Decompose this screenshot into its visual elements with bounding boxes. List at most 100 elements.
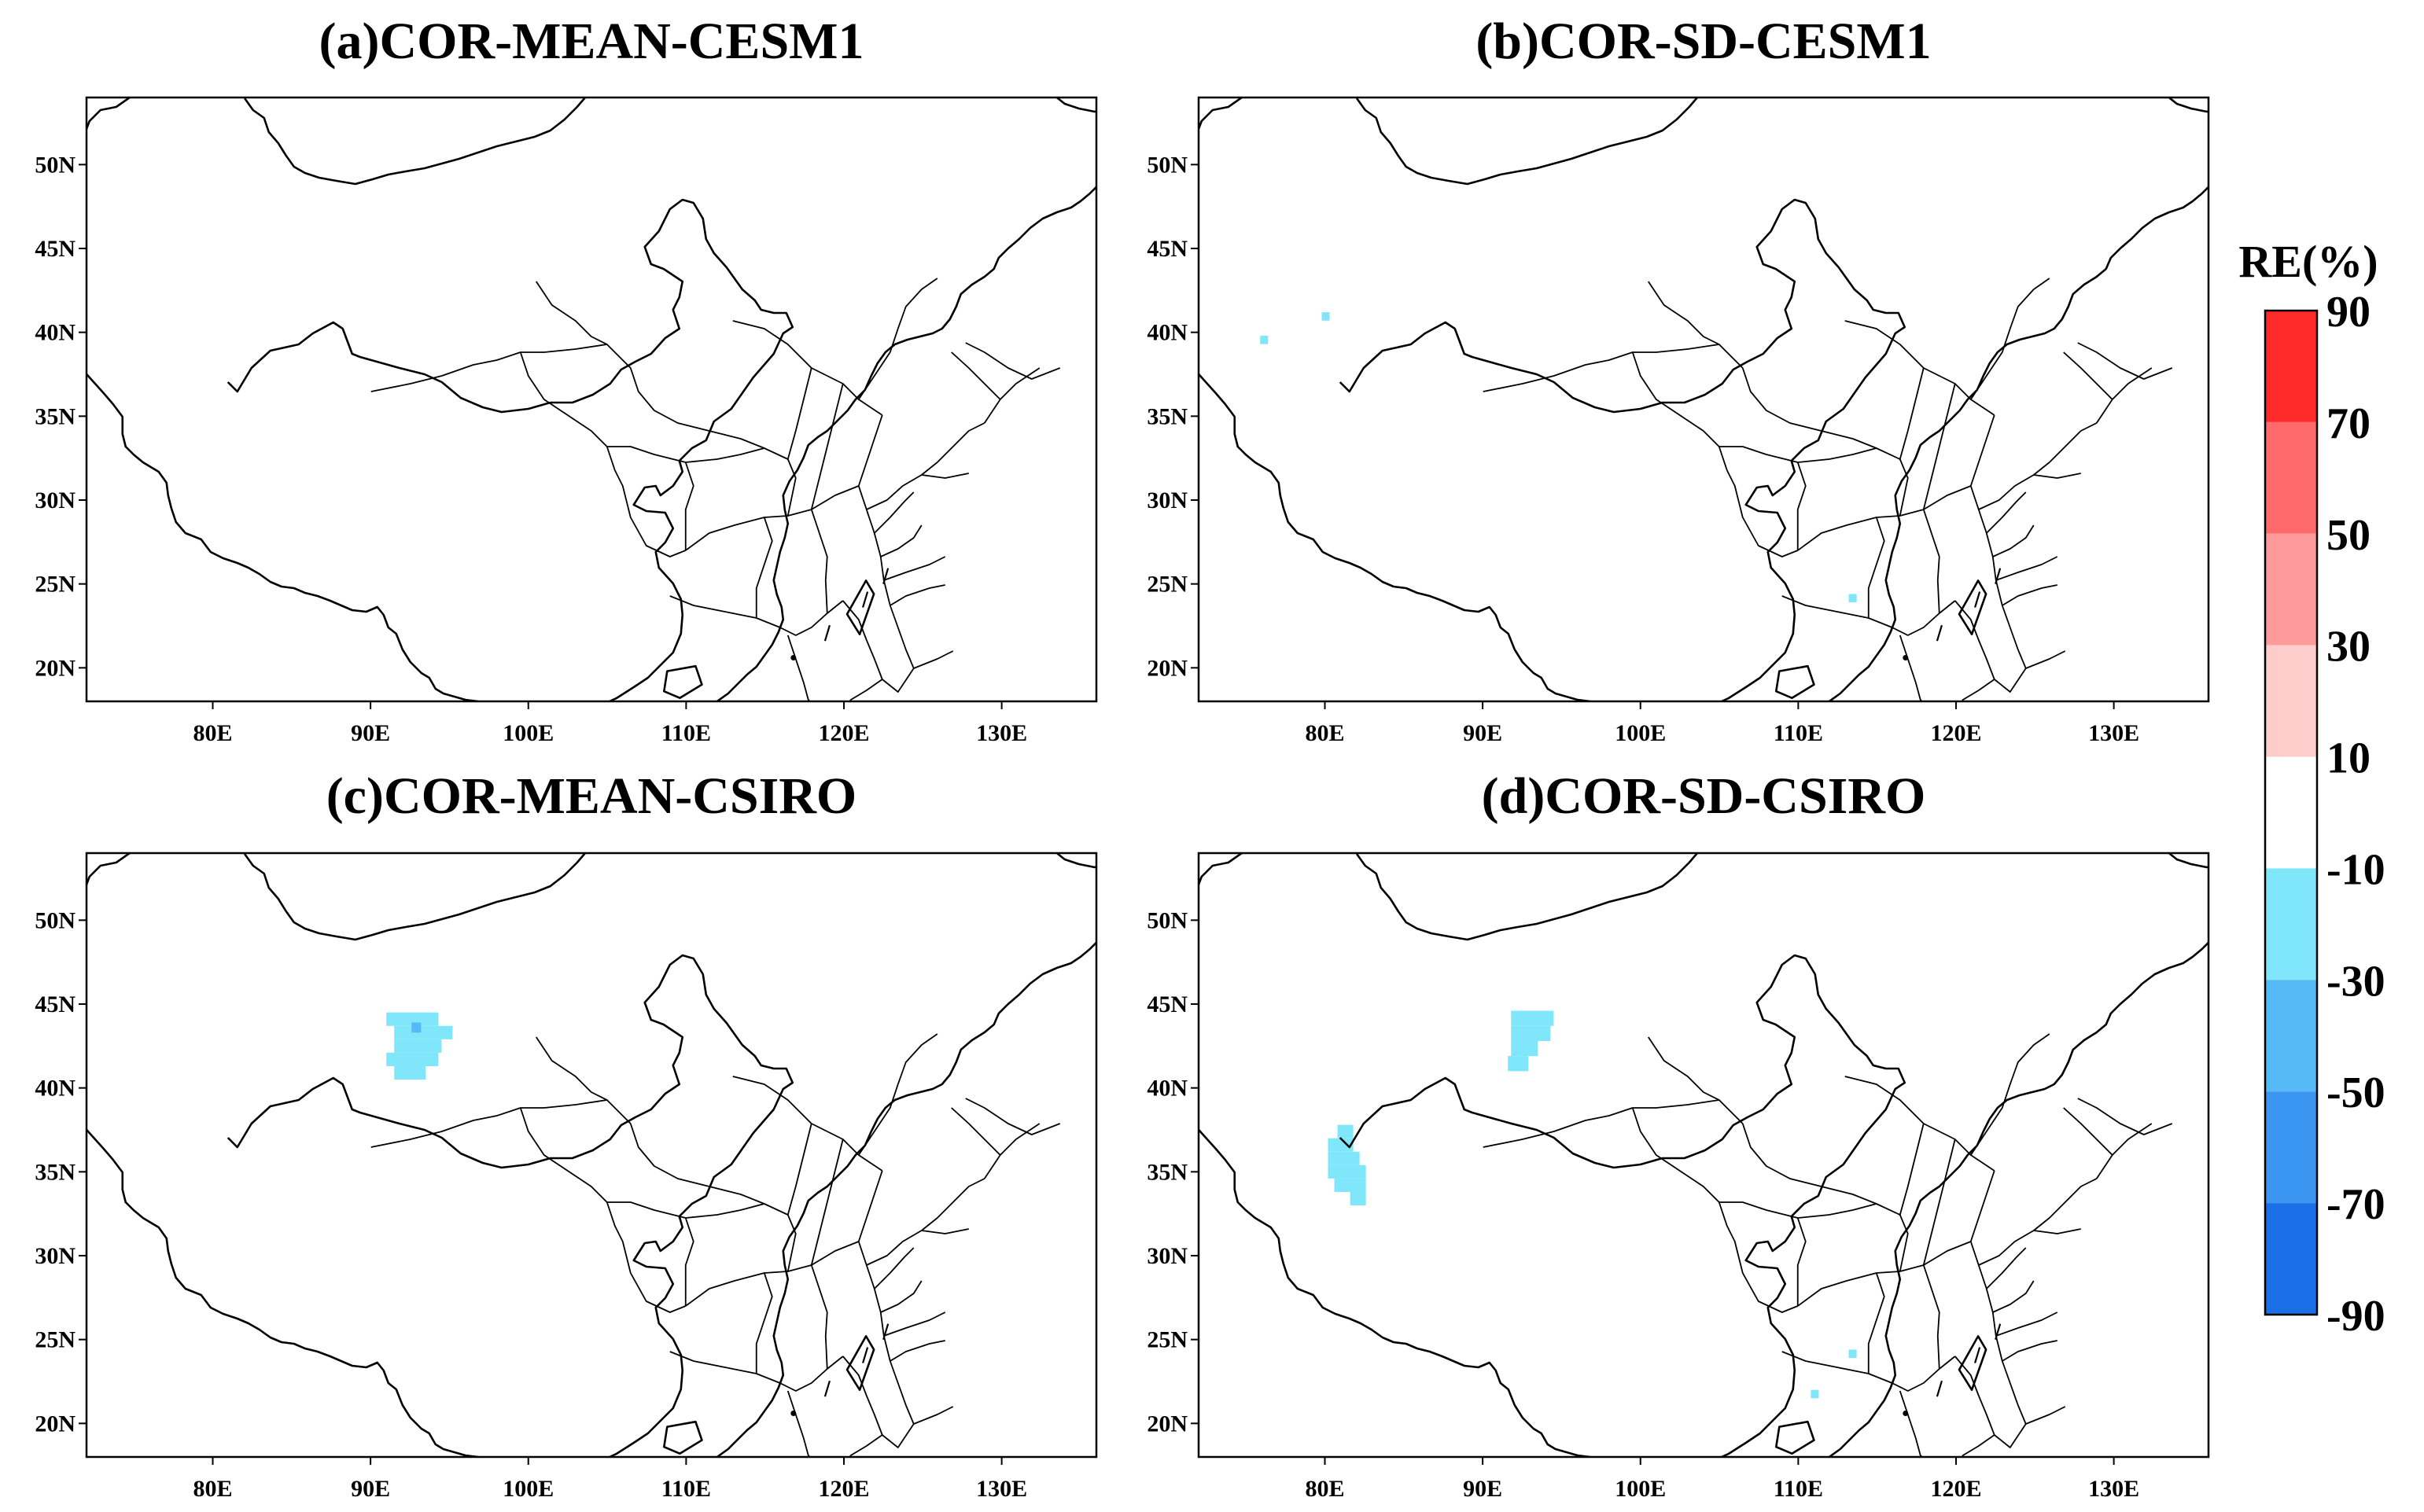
y-tick-label: 20N	[35, 655, 76, 681]
island-mark	[1995, 568, 2002, 584]
x-tick-label: 90E	[351, 720, 390, 746]
shaded-grid-cell	[394, 1065, 426, 1080]
taiwan-outline	[845, 579, 875, 635]
map-panel-a: (a)COR-MEAN-CESM1 80E 90E 100E 110E 120E 130E 5…	[35, 13, 1098, 746]
shaded-grid-cell	[1328, 1138, 1354, 1152]
y-tick-label: 45N	[35, 991, 76, 1017]
shaded-grid-cell	[386, 1012, 439, 1026]
colorbar-swatch	[2265, 1203, 2317, 1315]
x-tick-label: 100E	[503, 720, 554, 746]
map-panels: (a)COR-MEAN-CESM1 80E 90E 100E 110E 120E 130E 5…	[35, 13, 2210, 1502]
y-tick-label: 40N	[35, 320, 76, 346]
island-mark	[882, 568, 890, 584]
x-tick-label: 110E	[1774, 720, 1823, 746]
x-tick-label: 110E	[661, 720, 711, 746]
shaded-grid-cell	[394, 1025, 453, 1039]
island-mark	[882, 1323, 890, 1340]
colorbar-swatch	[2265, 421, 2317, 534]
y-tick-label: 20N	[1147, 1411, 1188, 1437]
colorbar-level-label: -70	[2326, 1180, 2385, 1229]
x-tick-label: 120E	[818, 720, 869, 746]
colorbar-legend: RE(%)90 70 50 30 10 -10 -30 -50 -70 -90	[2238, 236, 2385, 1341]
y-tick-label: 40N	[1147, 320, 1188, 346]
shaded-grid-cell	[1334, 1178, 1366, 1192]
y-tick-label: 25N	[35, 1327, 76, 1353]
x-tick-label: 120E	[1930, 720, 1981, 746]
colorbar-swatch	[2265, 980, 2317, 1092]
y-tick-label: 40N	[1147, 1076, 1188, 1102]
shaded-grid-cell	[1811, 1389, 1819, 1399]
island-dot	[790, 1411, 797, 1417]
island-mark	[1974, 1347, 1981, 1363]
taiwan-outline	[1958, 1335, 1987, 1391]
map-panel-d: (d)COR-SD-CSIRO 80E 90E 100E 110E 120E 130E 50N…	[1147, 767, 2210, 1502]
taiwan-outline	[845, 1335, 875, 1391]
shaded-grid-cell	[411, 1022, 422, 1033]
x-tick-label: 100E	[1615, 1476, 1666, 1502]
y-tick-label: 20N	[1147, 655, 1188, 681]
y-tick-label: 35N	[35, 1159, 76, 1185]
island-dot	[790, 655, 797, 661]
colorbar-level-label: 10	[2326, 734, 2371, 783]
x-tick-label: 110E	[1774, 1476, 1823, 1502]
shaded-grid-cell	[1328, 1151, 1360, 1165]
y-tick-label: 25N	[35, 572, 76, 598]
y-tick-label: 30N	[35, 1243, 76, 1269]
y-tick-label: 40N	[35, 1076, 76, 1102]
y-tick-label: 25N	[1147, 572, 1188, 598]
y-tick-label: 30N	[1147, 487, 1188, 513]
shaded-grid-cell	[1511, 1010, 1554, 1026]
shaded-grid-cell	[1511, 1025, 1551, 1041]
x-tick-label: 120E	[1930, 1476, 1981, 1502]
hainan-outline	[662, 664, 703, 700]
x-tick-label: 90E	[1463, 720, 1502, 746]
shaded-grid-cell	[1848, 594, 1857, 603]
hainan-outline	[1774, 1420, 1815, 1455]
shaded-grid-cell	[1350, 1191, 1366, 1205]
colorbar-border	[2264, 309, 2319, 1316]
island-dot	[1903, 655, 1909, 661]
y-tick-label: 45N	[1147, 991, 1188, 1017]
x-tick-label: 90E	[1463, 1476, 1502, 1502]
panel-title: (b)COR-SD-CESM1	[1475, 13, 1931, 70]
x-tick-label: 120E	[818, 1476, 869, 1502]
colorbar-swatch	[2265, 756, 2317, 869]
shaded-grid-cell	[1337, 1124, 1354, 1139]
colorbar-swatch	[2265, 533, 2317, 646]
panel-title: (a)COR-MEAN-CESM1	[319, 13, 864, 70]
taiwan-outline	[1958, 579, 1987, 635]
map-frame	[1197, 852, 2210, 1459]
x-tick-label: 130E	[2088, 720, 2139, 746]
colorbar-level-label: 50	[2326, 511, 2371, 560]
map-panel-c: (c)COR-MEAN-CSIRO 80E 90E 100E 110E 120E 130E 5…	[35, 767, 1098, 1502]
x-tick-label: 80E	[193, 1476, 232, 1502]
colorbar-level-label: 70	[2326, 399, 2371, 448]
colorbar-level-label: -50	[2326, 1069, 2385, 1117]
panel-title: (c)COR-MEAN-CSIRO	[326, 767, 857, 825]
colorbar-level-label: -90	[2326, 1292, 2385, 1341]
hainan-outline	[1774, 664, 1815, 700]
island-mark	[862, 1347, 869, 1363]
island-mark	[1995, 1323, 2002, 1340]
map-panel-b: (b)COR-SD-CESM1 80E 90E 100E 110E 120E 130E 50N…	[1147, 13, 2210, 746]
y-tick-label: 30N	[35, 487, 76, 513]
island-mark	[823, 1380, 831, 1397]
y-tick-label: 30N	[1147, 1243, 1188, 1269]
shaded-grid-cell	[386, 1052, 439, 1066]
colorbar-swatch	[2265, 311, 2317, 422]
y-tick-label: 50N	[1147, 907, 1188, 933]
y-tick-label: 50N	[1147, 152, 1188, 178]
colorbar-level-label: -10	[2326, 845, 2385, 894]
island-mark	[823, 624, 831, 642]
map-frame	[85, 852, 1098, 1459]
colorbar-swatch	[2265, 645, 2317, 757]
shaded-grid-cell	[1511, 1040, 1538, 1057]
shaded-grid-cell	[1508, 1056, 1529, 1072]
y-tick-label: 20N	[35, 1411, 76, 1437]
x-tick-label: 80E	[1305, 720, 1344, 746]
x-tick-label: 130E	[976, 720, 1027, 746]
y-tick-label: 50N	[35, 152, 76, 178]
x-tick-label: 130E	[2088, 1476, 2139, 1502]
colorbar-level-label: 90	[2326, 288, 2371, 337]
